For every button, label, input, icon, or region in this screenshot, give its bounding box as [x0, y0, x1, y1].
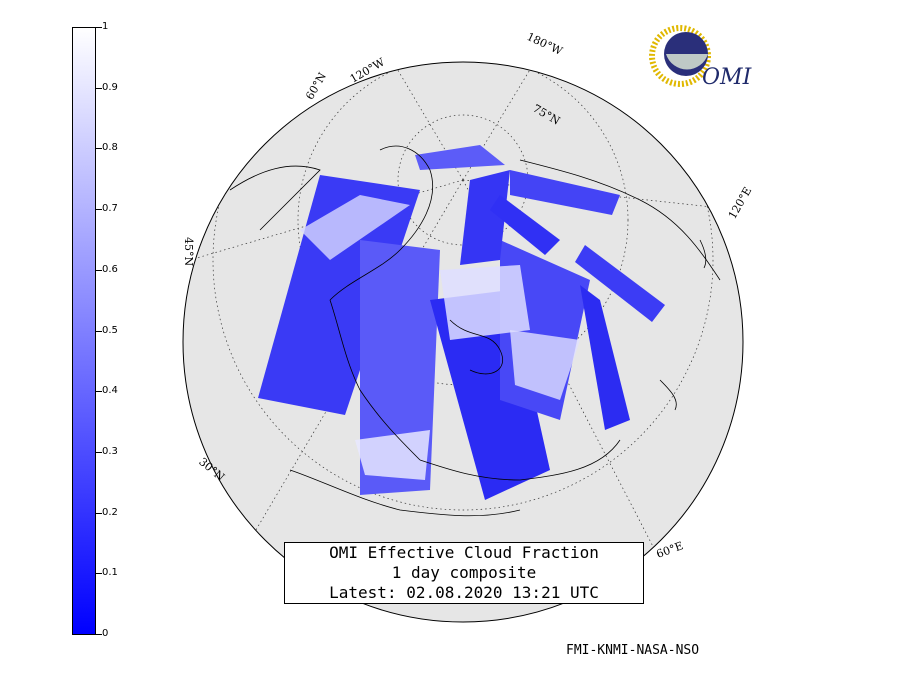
- omi-logo-text: OMI: [702, 65, 753, 90]
- colorbar-tick: [96, 391, 102, 393]
- colorbar-tick: [96, 27, 102, 28]
- label-180w: 180°W: [525, 30, 565, 58]
- colorbar-tick-label: 0.4: [102, 385, 118, 397]
- colorbar-tick: [96, 209, 102, 211]
- colorbar-tick-label: 0.7: [102, 203, 118, 215]
- title-line-3: Latest: 02.08.2020 13:21 UTC: [329, 583, 599, 602]
- swath-siberia: [580, 285, 630, 430]
- label-60n: 60°N: [303, 70, 329, 102]
- cloud-swaths: [258, 145, 665, 500]
- credit-text: FMI-KNMI-NASA-NSO: [566, 643, 700, 658]
- swath-central-cloud: [440, 265, 530, 340]
- colorbar-tick: [96, 87, 102, 89]
- swath-europe-cloud: [355, 430, 430, 480]
- swath-arctic-1: [415, 145, 505, 170]
- colorbar-tick: [96, 269, 102, 271]
- colorbar-tick-label: 0.5: [102, 324, 118, 336]
- coastlines: [229, 145, 721, 517]
- colorbar-tick-label: 0.6: [102, 263, 118, 275]
- title-line-2: 1 day composite: [391, 563, 537, 582]
- label-120e: 120°E: [726, 185, 755, 221]
- colorbar-tick-label: 1: [102, 21, 109, 32]
- title-line-1: OMI Effective Cloud Fraction: [329, 543, 599, 562]
- colorbar-tick: [96, 634, 102, 635]
- swath-russia-cloud: [510, 330, 580, 400]
- swath-atlantic: [258, 175, 420, 415]
- colorbar-tick-label: 0.9: [102, 81, 118, 93]
- swath-arctic-2: [460, 170, 510, 265]
- omi-logo: OMI: [649, 25, 753, 90]
- omi-logo-mark: [649, 25, 711, 87]
- colorbar-tick-label: 0: [102, 628, 109, 639]
- title-box: OMI Effective Cloud Fraction 1 day compo…: [284, 542, 644, 604]
- label-45n: 45°N: [182, 237, 195, 266]
- swath-arctic-3: [510, 170, 620, 215]
- colorbar-tick: [96, 573, 102, 575]
- colorbar: [72, 27, 96, 635]
- swath-atlantic-cloud: [300, 195, 410, 260]
- colorbar-tick-label: 0.3: [102, 445, 118, 457]
- colorbar-tick: [96, 330, 102, 332]
- colorbar-tick-label: 0.1: [102, 567, 118, 579]
- colorbar-tick: [96, 512, 102, 514]
- swath-east: [575, 245, 665, 322]
- swath-europe-west: [360, 240, 440, 495]
- colorbar-tick-label: 0.2: [102, 506, 118, 518]
- colorbar-tick-label: 0.8: [102, 142, 118, 154]
- swath-arctic-4: [490, 195, 560, 255]
- colorbar-tick: [96, 148, 102, 150]
- colorbar-tick: [96, 451, 102, 453]
